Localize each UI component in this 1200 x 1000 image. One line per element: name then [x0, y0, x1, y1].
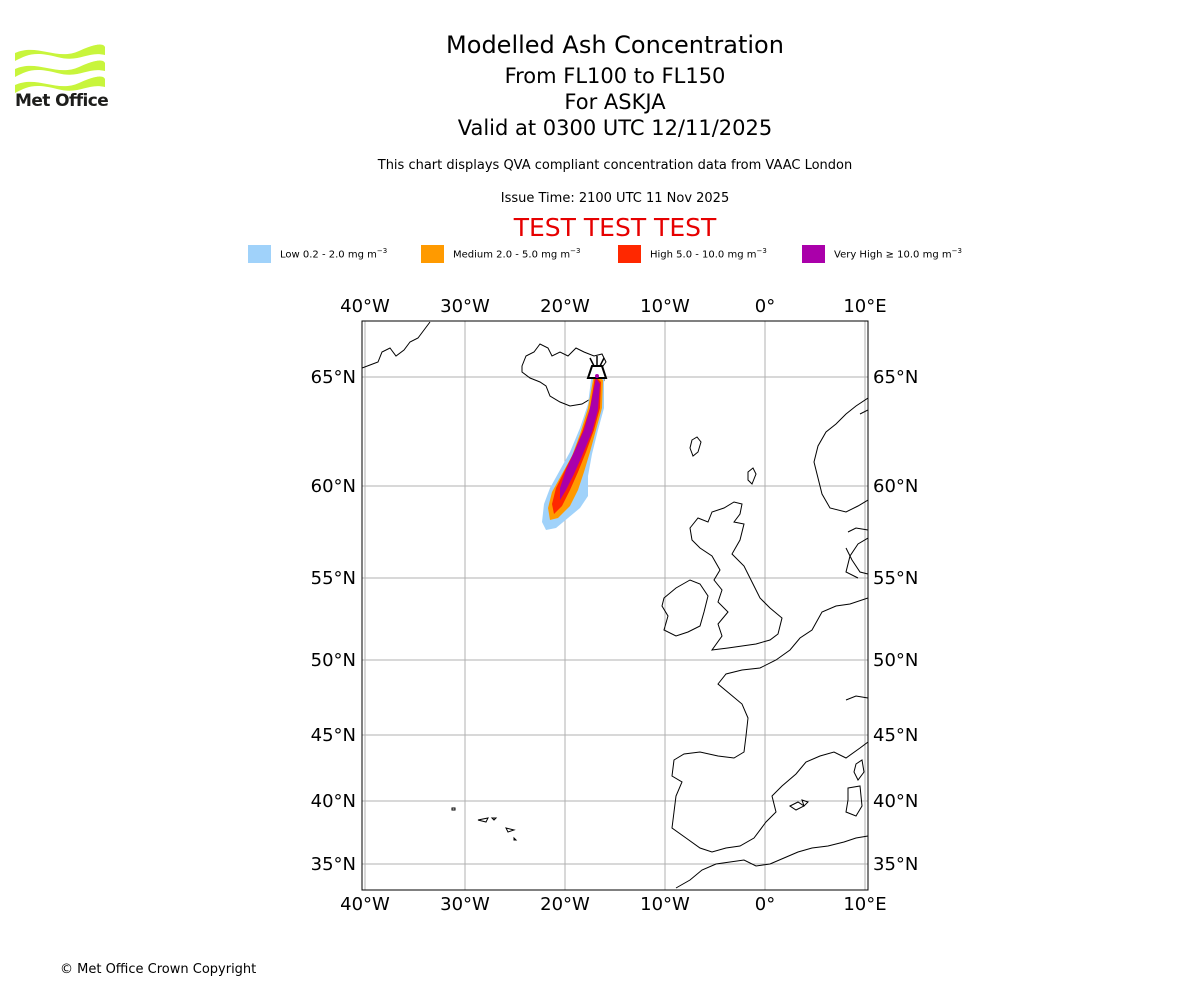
latitude-ticks-right: 65°N 60°N 55°N 50°N 45°N 40°N 35°N — [873, 367, 918, 875]
ash-zone-very-high — [560, 378, 600, 500]
valid-time: Valid at 0300 UTC 12/11/2025 — [457, 116, 773, 140]
lon-tick-10e-bottom: 10°E — [843, 894, 886, 915]
ash-plume — [542, 372, 604, 530]
volcano-name: For ASKJA — [564, 90, 666, 114]
balearic-islands-coast — [789, 799, 809, 811]
shetland-coast — [747, 467, 757, 485]
copyright-notice: © Met Office Crown Copyright — [60, 962, 257, 977]
flight-level-range: From FL100 to FL150 — [504, 64, 726, 88]
lon-tick-0-bottom: 0° — [755, 894, 775, 915]
legend-swatch-very-high — [802, 245, 825, 263]
north-africa-coast — [675, 835, 868, 889]
lat-tick-35n-right: 35°N — [873, 854, 918, 875]
legend-swatch-medium — [421, 245, 444, 263]
latitude-ticks-left: 65°N 60°N 55°N 50°N 45°N 40°N 35°N — [311, 367, 356, 875]
legend-swatch-high — [618, 245, 641, 263]
longitude-ticks-bottom: 40°W 30°W 20°W 10°W 0° 10°E — [340, 894, 886, 915]
lat-tick-35n-left: 35°N — [311, 854, 356, 875]
lon-tick-10w-bottom: 10°W — [640, 894, 690, 915]
legend-item-low: Low 0.2 - 2.0 mg m−3 — [248, 244, 387, 264]
lat-tick-60n-left: 60°N — [311, 476, 356, 497]
denmark-coast — [845, 527, 868, 575]
lon-tick-30w-bottom: 30°W — [440, 894, 490, 915]
met-office-wave-logo — [15, 44, 105, 93]
lat-tick-65n-right: 65°N — [873, 367, 918, 388]
lat-tick-45n-right: 45°N — [873, 725, 918, 746]
met-office-wordmark: Met Office — [15, 91, 109, 111]
lat-tick-50n-right: 50°N — [873, 650, 918, 671]
lat-tick-40n-left: 40°N — [311, 791, 356, 812]
test-banner: TEST TEST TEST — [513, 213, 717, 242]
chart-title: Modelled Ash Concentration — [446, 31, 784, 59]
volcano-icon — [586, 356, 608, 379]
lat-tick-55n-left: 55°N — [311, 568, 356, 589]
italy-coast — [845, 695, 868, 701]
map-frame — [361, 320, 869, 891]
lon-tick-10e-top: 10°E — [843, 296, 886, 317]
coastlines — [362, 321, 868, 889]
lon-tick-40w-bottom: 40°W — [340, 894, 390, 915]
corsica-coast — [853, 759, 865, 781]
lon-tick-10w-top: 10°W — [640, 296, 690, 317]
lat-tick-60n-right: 60°N — [873, 476, 918, 497]
qva-disclaimer: This chart displays QVA compliant concen… — [377, 158, 853, 173]
lon-tick-20w-bottom: 20°W — [540, 894, 590, 915]
lat-tick-65n-left: 65°N — [311, 367, 356, 388]
ireland-coast — [661, 579, 709, 637]
legend-item-very-high: Very High ≥ 10.0 mg m−3 — [802, 244, 962, 264]
norway-coast — [813, 397, 868, 513]
legend-label-very-high: Very High ≥ 10.0 mg m−3 — [834, 247, 962, 261]
western-europe-coast — [671, 597, 868, 853]
lon-tick-0-top: 0° — [755, 296, 775, 317]
legend-label-medium: Medium 2.0 - 5.0 mg m−3 — [453, 247, 581, 261]
lat-tick-50n-left: 50°N — [311, 650, 356, 671]
lat-tick-55n-right: 55°N — [873, 568, 918, 589]
sardinia-coast — [845, 785, 863, 817]
lon-tick-20w-top: 20°W — [540, 296, 590, 317]
legend-label-low: Low 0.2 - 2.0 mg m−3 — [280, 247, 388, 261]
lat-tick-45n-left: 45°N — [311, 725, 356, 746]
faroe-islands-coast — [689, 436, 702, 457]
longitude-ticks-top: 40°W 30°W 20°W 10°W 0° 10°E — [340, 296, 886, 317]
issue-time: Issue Time: 2100 UTC 11 Nov 2025 — [500, 191, 730, 206]
great-britain-coast — [689, 501, 783, 651]
lon-tick-40w-top: 40°W — [340, 296, 390, 317]
lat-tick-40n-right: 40°N — [873, 791, 918, 812]
greenland-coast — [362, 321, 431, 369]
baltic-coast — [845, 537, 868, 579]
legend-swatch-low — [248, 245, 271, 263]
legend-item-high: High 5.0 - 10.0 mg m−3 — [618, 244, 767, 264]
azores-coast — [451, 807, 518, 841]
legend-item-medium: Medium 2.0 - 5.0 mg m−3 — [421, 244, 580, 264]
legend-label-high: High 5.0 - 10.0 mg m−3 — [650, 247, 767, 261]
scandinavia-coast — [859, 409, 868, 415]
graticule — [362, 321, 868, 890]
lon-tick-30w-top: 30°W — [440, 296, 490, 317]
